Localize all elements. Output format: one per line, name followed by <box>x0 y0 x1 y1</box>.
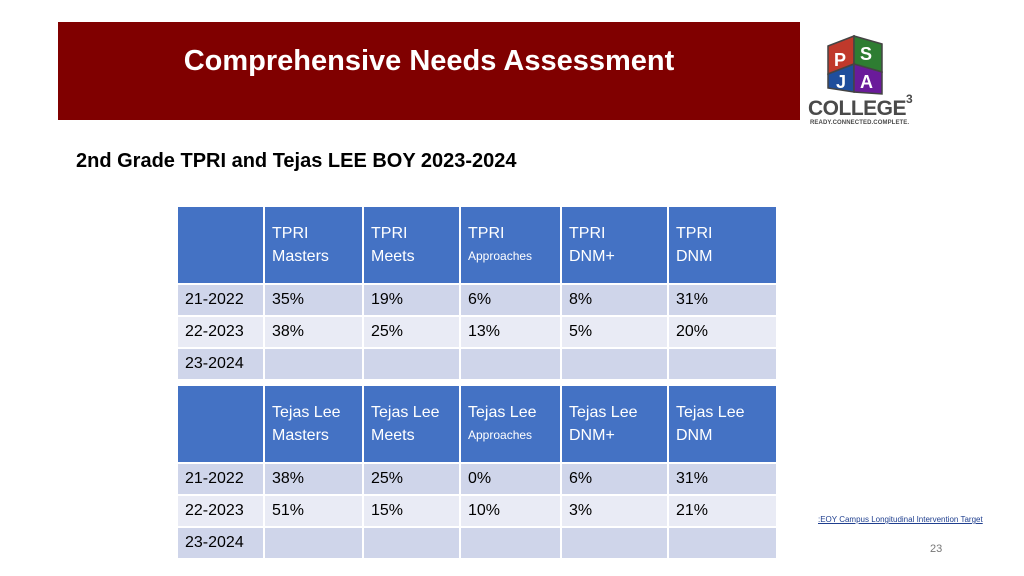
tejas-header-meets: Tejas Lee Meets <box>364 386 459 462</box>
logo-letter-j: J <box>836 72 846 92</box>
value-cell: 21% <box>669 496 776 526</box>
value-cell <box>364 528 459 558</box>
table-row: 22-2023 51% 15% 10% 3% 21% <box>178 496 776 526</box>
value-cell: 38% <box>265 317 362 347</box>
table-row: 21-2022 35% 19% 6% 8% 31% <box>178 285 776 315</box>
value-cell: 10% <box>461 496 560 526</box>
year-cell: 21-2022 <box>178 464 263 494</box>
value-cell: 19% <box>364 285 459 315</box>
value-cell: 35% <box>265 285 362 315</box>
value-cell: 8% <box>562 285 667 315</box>
tejas-header-masters: Tejas Lee Masters <box>265 386 362 462</box>
tejas-header-row: Tejas Lee Masters Tejas Lee Meets Tejas Le… <box>178 386 776 462</box>
year-cell: 23-2024 <box>178 349 263 379</box>
logo-college-word: COLLEGE <box>808 97 907 120</box>
value-cell: 13% <box>461 317 560 347</box>
table-row: 23-2024 <box>178 349 776 379</box>
tpri-table: TPRI Masters TPRI Meets TPRI Approaches TPR… <box>176 205 778 381</box>
value-cell <box>461 528 560 558</box>
value-cell <box>265 349 362 379</box>
tejas-header-dnm: Tejas Lee DNM <box>669 386 776 462</box>
tejas-header-blank <box>178 386 263 462</box>
value-cell: 31% <box>669 464 776 494</box>
tejas-header-dnm-plus: Tejas Lee DNM+ <box>562 386 667 462</box>
tpri-header-dnm: TPRI DNM <box>669 207 776 283</box>
slide-title: Comprehensive Needs Assessment <box>183 44 675 77</box>
page-number: 23 <box>930 543 943 555</box>
intervention-target-link[interactable]: :EOY Campus Longitudinal Intervention Ta… <box>818 515 983 524</box>
value-cell: 25% <box>364 464 459 494</box>
tejas-header-approaches: Tejas Lee Approaches <box>461 386 560 462</box>
year-cell: 23-2024 <box>178 528 263 558</box>
year-cell: 21-2022 <box>178 285 263 315</box>
logo-superscript: 3 <box>906 92 913 106</box>
logo-college-text: COLLEGE3 <box>808 92 913 121</box>
value-cell: 3% <box>562 496 667 526</box>
slide-subtitle: 2nd Grade TPRI and Tejas LEE BOY 2023-20… <box>76 150 517 172</box>
value-cell: 25% <box>364 317 459 347</box>
tpri-header-dnm-plus: TPRI DNM+ <box>562 207 667 283</box>
value-cell <box>669 528 776 558</box>
value-cell: 5% <box>562 317 667 347</box>
value-cell: 20% <box>669 317 776 347</box>
value-cell: 31% <box>669 285 776 315</box>
logo-letter-a: A <box>860 72 873 92</box>
value-cell: 51% <box>265 496 362 526</box>
psja-logo: P S J A COLLEGE3 READY.CONNECTED.COMPLET… <box>808 30 913 130</box>
year-cell: 22-2023 <box>178 496 263 526</box>
value-cell <box>265 528 362 558</box>
value-cell <box>669 349 776 379</box>
psja-cube-logo-icon: P S J A <box>827 34 883 95</box>
table-row: 22-2023 38% 25% 13% 5% 20% <box>178 317 776 347</box>
value-cell: 38% <box>265 464 362 494</box>
value-cell: 6% <box>562 464 667 494</box>
value-cell: 0% <box>461 464 560 494</box>
table-row: 21-2022 38% 25% 0% 6% 31% <box>178 464 776 494</box>
value-cell: 15% <box>364 496 459 526</box>
table-row: 23-2024 <box>178 528 776 558</box>
logo-letter-p: P <box>834 50 846 70</box>
tpri-header-row: TPRI Masters TPRI Meets TPRI Approaches TPR… <box>178 207 776 283</box>
tpri-header-masters: TPRI Masters <box>265 207 362 283</box>
tpri-header-approaches: TPRI Approaches <box>461 207 560 283</box>
year-cell: 22-2023 <box>178 317 263 347</box>
value-cell: 6% <box>461 285 560 315</box>
logo-tagline: READY.CONNECTED.COMPLETE. <box>810 120 910 126</box>
tejas-lee-table: Tejas Lee Masters Tejas Lee Meets Tejas Le… <box>176 384 778 560</box>
title-banner: Comprehensive Needs Assessment <box>58 22 800 120</box>
logo-letter-s: S <box>860 44 872 64</box>
value-cell <box>562 528 667 558</box>
value-cell <box>562 349 667 379</box>
tpri-header-meets: TPRI Meets <box>364 207 459 283</box>
value-cell <box>364 349 459 379</box>
value-cell <box>461 349 560 379</box>
tpri-header-blank <box>178 207 263 283</box>
